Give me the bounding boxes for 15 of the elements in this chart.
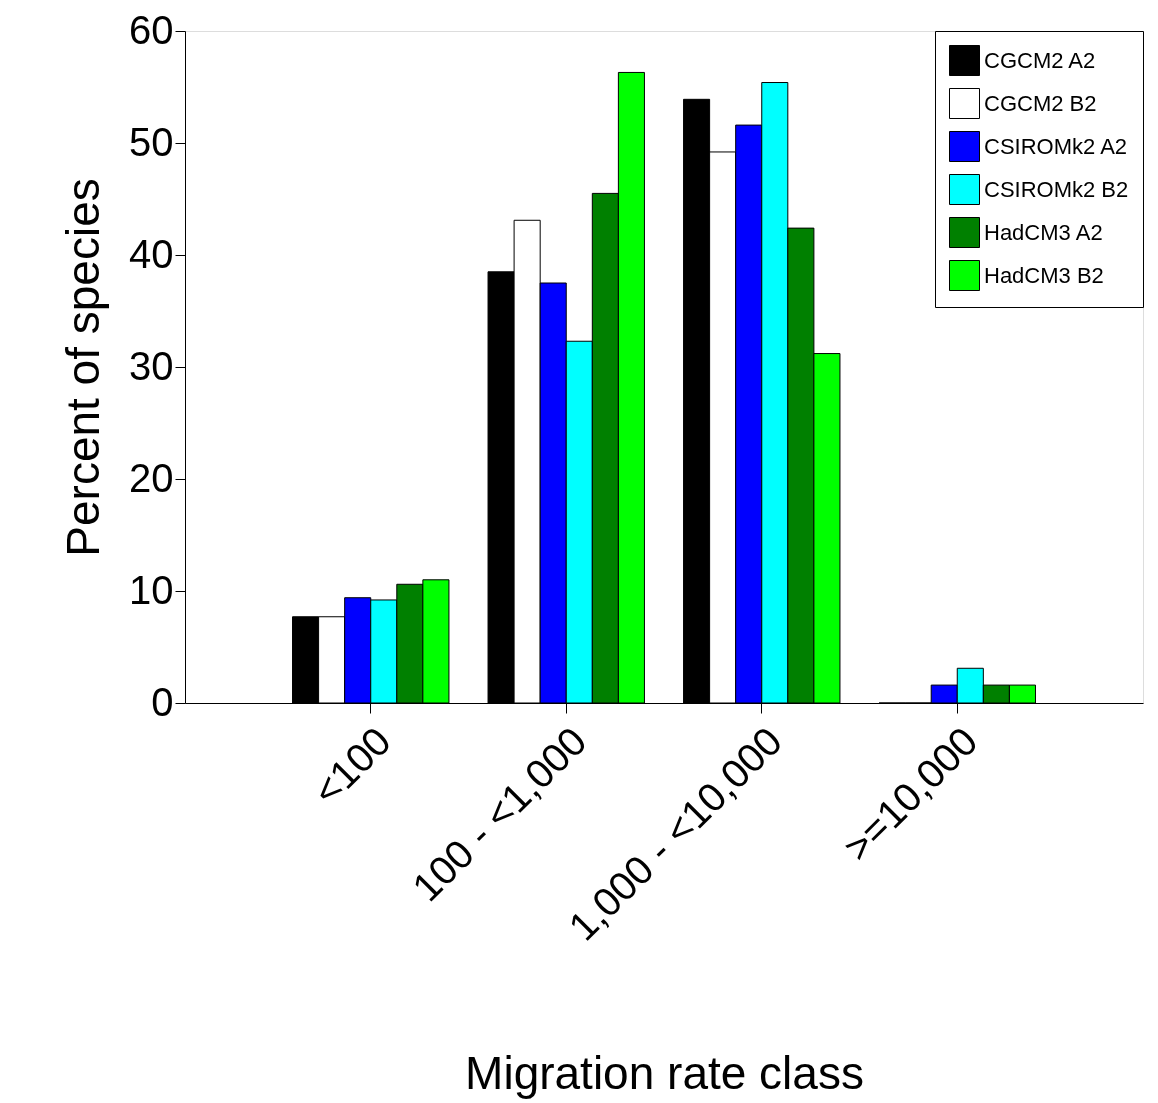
y-tick-label: 40 — [129, 231, 174, 276]
y-tick-label: 60 — [129, 7, 174, 52]
legend-label: CSIROMk2 B2 — [984, 176, 1129, 202]
legend-label: CGCM2 A2 — [984, 47, 1096, 73]
legend-label: HadCM3 A2 — [984, 219, 1103, 245]
legend-label: CGCM2 B2 — [984, 90, 1097, 116]
y-tick-label: 30 — [129, 343, 174, 388]
y-tick-label: 50 — [129, 119, 174, 164]
legend-label: CSIROMk2 A2 — [984, 133, 1128, 159]
y-tick-label: 10 — [129, 567, 174, 612]
legend-label: HadCM3 B2 — [984, 262, 1104, 288]
y-axis-title: Percent of species — [57, 178, 110, 557]
y-tick-label: 0 — [151, 679, 174, 724]
x-axis-title: Migration rate class — [465, 1046, 864, 1099]
y-tick-label: 20 — [129, 455, 174, 500]
